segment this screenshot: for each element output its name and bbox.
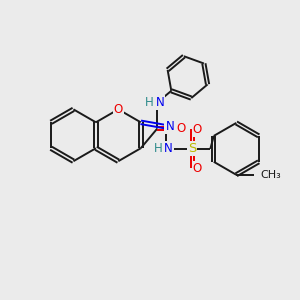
Text: CH₃: CH₃ <box>261 170 282 180</box>
Text: H: H <box>145 96 154 109</box>
Text: N: N <box>155 96 164 109</box>
Text: H: H <box>154 142 162 155</box>
Text: O: O <box>114 103 123 116</box>
Text: O: O <box>193 162 202 175</box>
Text: O: O <box>193 123 202 136</box>
Text: O: O <box>176 122 185 135</box>
Text: N: N <box>164 142 173 155</box>
Text: S: S <box>188 142 196 155</box>
Text: N: N <box>165 120 174 133</box>
